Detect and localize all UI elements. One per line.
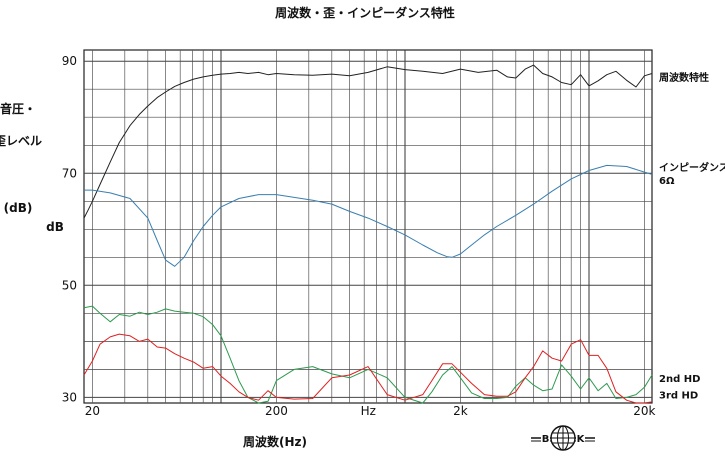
bk-globe-logo: B K [531,425,595,451]
y-axis-label-line-1: 音圧・ [0,101,36,116]
series-label-0: 周波数特性 [659,71,709,84]
x-axis-label: 周波数(Hz) [243,434,307,449]
y-tick-label: 30 [62,390,77,404]
plot-frame [83,49,653,404]
series-line-0 [83,64,653,219]
series-line-2 [83,305,653,404]
x-tick-label: 20 [85,404,100,418]
axis-ticks: 90 70 50 30 20 200 2k 20k Hz [62,54,656,418]
x-tick-label: 200 [265,404,288,418]
series-label-1: インピーダンス [659,161,725,174]
x-tick-label: 20k [633,404,655,418]
logo-letter-k: K [577,434,586,445]
series-lines [83,64,653,404]
chart-title: 周波数・歪・インピーダンス特性 [275,5,455,20]
series-label-3: 3rd HD [659,391,698,402]
y-tick-label: 90 [62,54,77,68]
y-tick-label: 50 [62,278,77,292]
series-line-3 [83,333,653,404]
x-unit-label: Hz [361,404,376,418]
x-tick-label: 2k [453,404,468,418]
y-tick-label: 70 [62,166,77,180]
chart-grid [83,49,653,404]
series-line-1 [84,164,653,267]
y-axis-label-line-2: 歪レベル [0,134,42,148]
series-label-2: 2nd HD [659,374,700,385]
y-axis-label-line-3: (dB) [4,201,33,215]
y-axis-unit: dB [46,220,64,234]
logo-letter-b: B [542,434,550,445]
impedance-reference-label: 6Ω [659,176,675,187]
